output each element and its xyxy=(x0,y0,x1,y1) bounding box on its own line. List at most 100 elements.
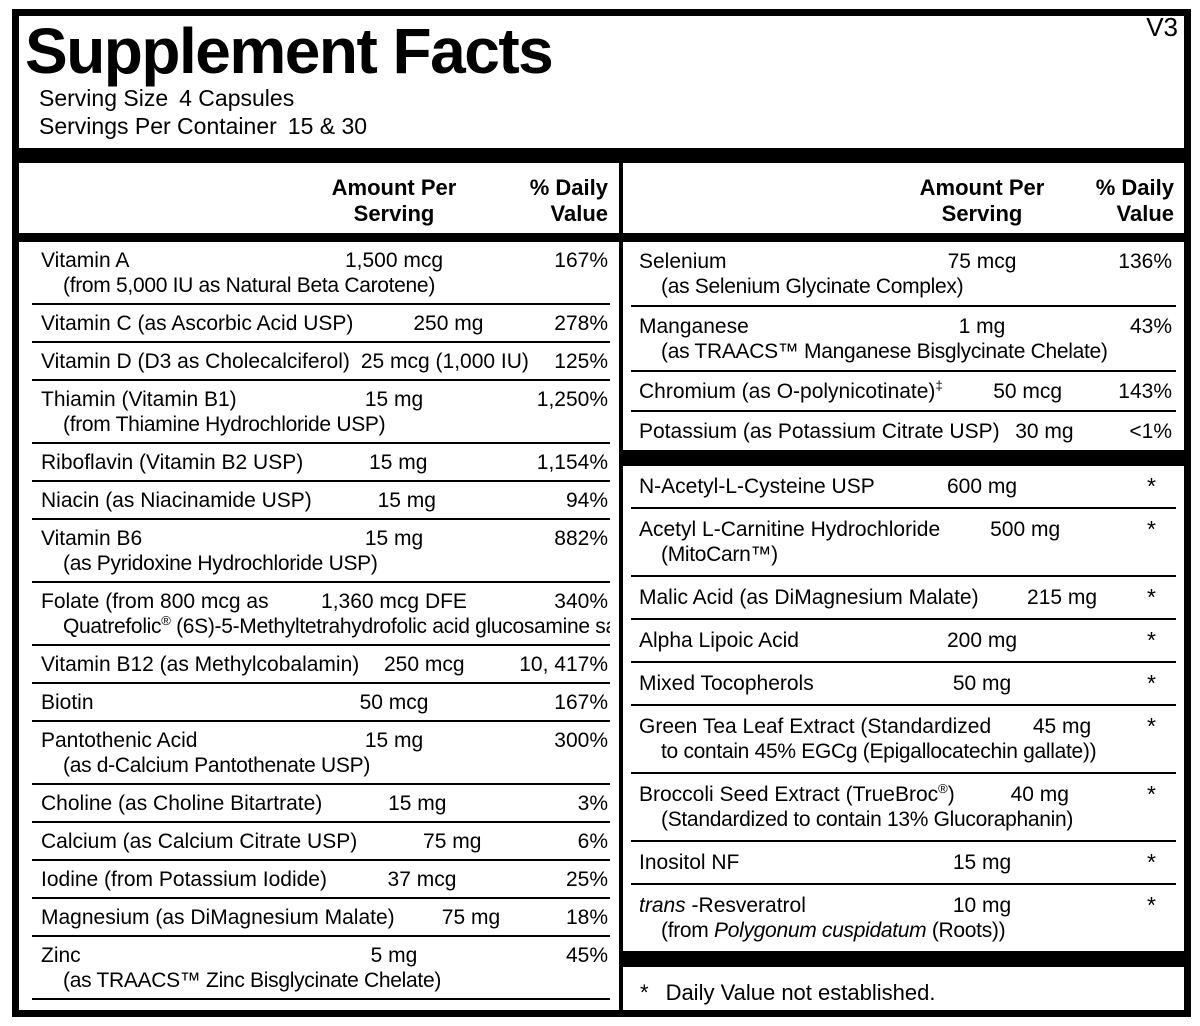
table-row: trans -Resveratrol 10 mg * (from Polygonum … xyxy=(631,883,1176,951)
ingredient-amount: 1 mg xyxy=(958,315,1006,338)
table-row: Niacin (as Niacinamide USP) 15 mg 94% xyxy=(32,480,610,518)
ingredient-amount: 10 mg xyxy=(952,894,1012,917)
ingredient-name: Acetyl L-Carnitine Hydrochloride xyxy=(639,518,941,541)
table-row: Choline (as Choline Bitartrate) 15 mg 3% xyxy=(32,783,610,821)
ingredient-amount: 40 mg xyxy=(1010,783,1069,806)
ingredient-amount: 75 mg xyxy=(441,906,501,929)
table-row: Vitamin A 1,500 mcg 167% (from 5,000 IU as … xyxy=(32,242,610,303)
daily-value-header: % Daily Value xyxy=(1095,175,1174,226)
ingredient-daily-value: 167% xyxy=(554,691,608,714)
table-row: Inositol NF 15 mg * xyxy=(631,840,1176,883)
ingredient-daily-value: 125% xyxy=(554,350,608,373)
ingredient-daily-value: * xyxy=(1147,670,1156,696)
ingredient-source: (from 5,000 IU as Natural Beta Carotene) xyxy=(63,274,436,297)
right-rows-other-ingredients: N-Acetyl-L-Cysteine USP 600 mg * Acetyl L-C… xyxy=(631,466,1176,951)
servings-per-container-line: Servings Per Container 15 & 30 xyxy=(39,113,367,140)
ingredient-amount: 15 mg xyxy=(364,388,424,411)
table-row: Malic Acid (as DiMagnesium Malate) 215 mg… xyxy=(631,575,1176,618)
ingredient-name: Choline (as Choline Bitartrate) xyxy=(41,792,323,815)
ingredient-name: Vitamin A xyxy=(41,249,130,272)
table-row: Chromium (as O-polynicotinate)‡ 50 mcg 143… xyxy=(631,370,1176,410)
ingredient-name: Calcium (as Calcium Citrate USP) xyxy=(41,830,358,853)
ingredient-source: (MitoCarn™) xyxy=(661,543,778,566)
left-rows: Vitamin A 1,500 mcg 167% (from 5,000 IU as … xyxy=(32,242,610,1000)
ingredient-name: Riboflavin (Vitamin B2 USP) xyxy=(41,451,304,474)
table-row: Iodine (from Potassium Iodide) 37 mcg 25% xyxy=(32,859,610,897)
table-row: Broccoli Seed Extract (TrueBroc®) 40 mg * (… xyxy=(631,772,1176,840)
table-row: Zinc 5 mg 45% (as TRAACS™ Zinc Bisglycinate… xyxy=(32,935,610,998)
ingredient-daily-value: * xyxy=(1147,473,1156,499)
table-row: Vitamin C (as Ascorbic Acid USP) 250 mg 27… xyxy=(32,303,610,341)
ingredient-source: (Standardized to contain 13% Glucoraphan… xyxy=(661,808,1074,831)
ingredient-daily-value: * xyxy=(1147,781,1156,807)
right-rows-minerals: Selenium 75 mcg 136% (as Selenium Glycinate… xyxy=(631,242,1176,450)
ingredient-daily-value: 94% xyxy=(565,489,608,512)
ingredient-name: Vitamin B6 xyxy=(41,527,143,550)
ingredient-amount: 215 mg xyxy=(1027,586,1098,609)
serving-size-value: 4 Capsules xyxy=(179,85,295,111)
table-row: Thiamin (Vitamin B1) 15 mg 1,250% (from Thi… xyxy=(32,379,610,442)
ingredient-amount: 5 mg xyxy=(370,944,418,967)
ingredient-amount: 500 mg xyxy=(990,518,1061,541)
ingredient-name: Malic Acid (as DiMagnesium Malate) xyxy=(639,586,979,609)
ingredient-daily-value: 1,154% xyxy=(536,451,608,474)
header-divider-bar xyxy=(19,148,1184,163)
right-column-header: Amount Per Serving % Daily Value xyxy=(631,163,1176,233)
table-row: Riboflavin (Vitamin B2 USP) 15 mg 1,154% xyxy=(32,442,610,480)
ingredient-name: Iodine (from Potassium Iodide) xyxy=(41,868,327,891)
ingredient-name: Zinc xyxy=(41,944,81,967)
table-row: Selenium 75 mcg 136% (as Selenium Glycinate… xyxy=(631,242,1176,305)
panel-title: Supplement Facts xyxy=(25,15,554,87)
ingredient-amount: 75 mg xyxy=(423,830,482,853)
ingredient-name: Alpha Lipoic Acid xyxy=(639,629,799,652)
ingredient-daily-value: * xyxy=(1147,713,1156,739)
supplement-facts-panel: V3 Supplement Facts Serving Size 4 Capsul… xyxy=(12,9,1191,1017)
ingredient-source: (from Thiamine Hydrochloride USP) xyxy=(63,413,386,436)
ingredient-daily-value: 18% xyxy=(565,906,608,929)
ingredient-daily-value: 136% xyxy=(1118,250,1172,273)
ingredient-name: Pantothenic Acid xyxy=(41,729,198,752)
ingredient-amount: 15 mg xyxy=(364,527,424,550)
ingredient-name: Vitamin D (D3 as Cholecalciferol) xyxy=(41,350,350,373)
ingredient-name: Selenium xyxy=(639,250,727,273)
ingredient-daily-value: 43% xyxy=(1129,315,1172,338)
daily-value-header: % Daily Value xyxy=(529,175,608,226)
footnote: * Daily Value not established. xyxy=(623,967,1184,1006)
ingredient-name: Folate (from 800 mcg as xyxy=(41,590,269,613)
table-row: Mixed Tocopherols 50 mg * xyxy=(631,661,1176,704)
ingredient-name: Green Tea Leaf Extract (Standardized xyxy=(639,715,992,738)
ingredient-amount: 250 mcg xyxy=(383,653,465,676)
ingredient-amount: 15 mg xyxy=(369,451,428,474)
ingredient-source: (from Polygonum cuspidatum (Roots)) xyxy=(661,919,1006,942)
section-divider-bar xyxy=(623,951,1184,967)
left-column: Amount Per Serving % Daily Value Vitamin A… xyxy=(19,163,619,1010)
ingredient-daily-value: * xyxy=(1147,627,1156,653)
ingredient-source: (as Pyridoxine Hydrochloride USP) xyxy=(63,552,378,575)
ingredient-source: (as TRAACS™ Zinc Bisglycinate Chelate) xyxy=(63,969,442,992)
ingredient-amount: 50 mcg xyxy=(993,380,1063,403)
ingredient-source: Quatrefolic® (6S)-5-Methyltetrahydrofoli… xyxy=(63,613,610,638)
ingredient-amount: 30 mg xyxy=(1015,420,1074,443)
table-row: Manganese 1 mg 43% (as TRAACS™ Manganese Bi… xyxy=(631,305,1176,370)
ingredient-name: Vitamin C (as Ascorbic Acid USP) xyxy=(41,312,354,335)
ingredient-name: Niacin (as Niacinamide USP) xyxy=(41,489,312,512)
ingredient-daily-value: * xyxy=(1147,892,1156,918)
ingredient-daily-value: 278% xyxy=(554,312,608,335)
ingredient-name: N-Acetyl-L-Cysteine USP xyxy=(639,475,875,498)
column-header-bar xyxy=(19,233,619,242)
ingredient-daily-value: 300% xyxy=(554,729,608,752)
table-row: Potassium (as Potassium Citrate USP) 30 m… xyxy=(631,410,1176,450)
ingredient-amount: 250 mg xyxy=(413,312,484,335)
ingredient-daily-value: 10, 417% xyxy=(519,653,608,676)
ingredient-name: Vitamin B12 (as Methylcobalamin) xyxy=(41,653,360,676)
ingredient-name: Thiamin (Vitamin B1) xyxy=(41,388,237,411)
ingredient-amount: 75 mcg xyxy=(947,250,1017,273)
table-row: Magnesium (as DiMagnesium Malate) 75 mg 18… xyxy=(32,897,610,935)
ingredient-amount: 50 mg xyxy=(952,672,1012,695)
table-row: Vitamin D (D3 as Cholecalciferol) 25 mcg … xyxy=(32,341,610,379)
ingredient-daily-value: 1,250% xyxy=(536,388,608,411)
facts-table: Amount Per Serving % Daily Value Vitamin A… xyxy=(19,163,1184,1010)
ingredient-amount: 37 mcg xyxy=(387,868,457,891)
table-row: Biotin 50 mcg 167% xyxy=(32,682,610,720)
serving-size-label: Serving Size xyxy=(39,85,169,111)
